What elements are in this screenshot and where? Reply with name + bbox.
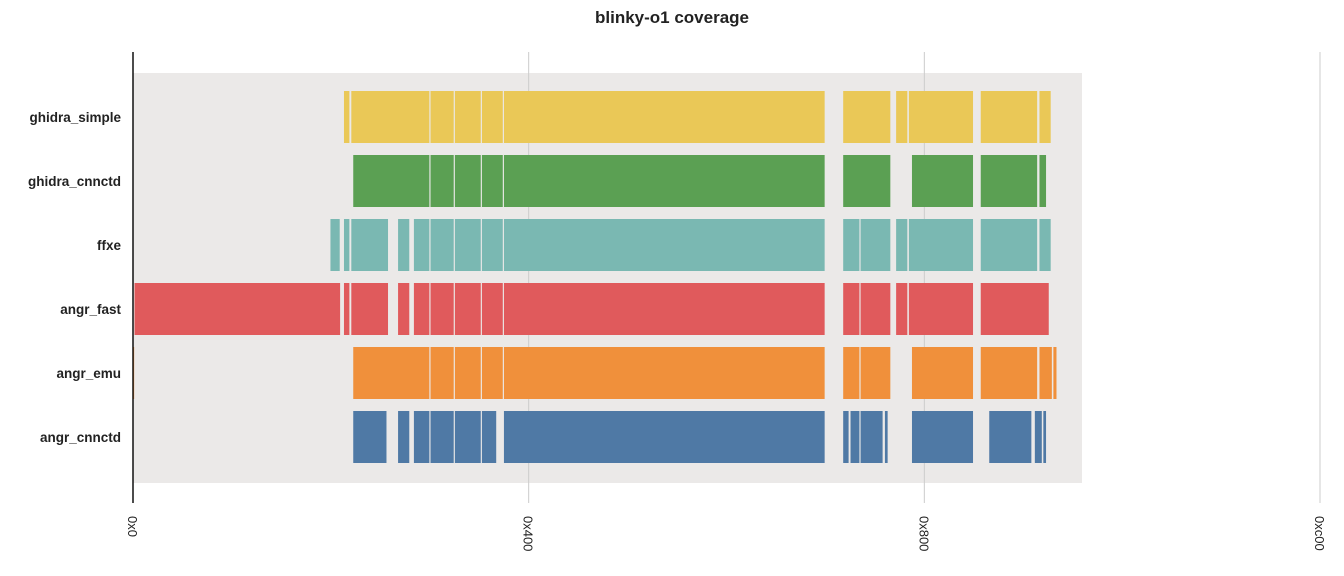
coverage-segment [353, 155, 430, 207]
row-label: ffxe [97, 238, 121, 253]
coverage-segment [843, 411, 849, 463]
x-tick-label: 0x800 [916, 516, 931, 551]
coverage-segment [353, 347, 430, 399]
coverage-segment [454, 155, 481, 207]
coverage-segment [454, 347, 481, 399]
coverage-segment [430, 219, 454, 271]
coverage-segment [908, 91, 974, 143]
row-label: angr_fast [60, 302, 121, 317]
coverage-segment [503, 219, 825, 271]
coverage-segment [398, 283, 410, 335]
coverage-segment [481, 411, 497, 463]
row-label: ghidra_cnnctd [28, 174, 121, 189]
coverage-segment [1039, 155, 1047, 207]
coverage-segment [1053, 347, 1057, 399]
coverage-segment [454, 219, 481, 271]
coverage-segment [351, 219, 389, 271]
coverage-segment [481, 347, 503, 399]
coverage-segment [343, 91, 350, 143]
coverage-segment [850, 411, 860, 463]
coverage-segment [980, 347, 1038, 399]
coverage-segment [860, 219, 891, 271]
coverage-segment [398, 411, 410, 463]
coverage-segment [430, 155, 454, 207]
coverage-segment [860, 283, 891, 335]
coverage-segment [353, 411, 387, 463]
coverage-segment [980, 283, 1049, 335]
coverage-segment [481, 155, 503, 207]
coverage-segment [430, 411, 454, 463]
coverage-segment [503, 347, 825, 399]
coverage-segment [843, 219, 860, 271]
coverage-segment [843, 283, 860, 335]
coverage-segment [430, 283, 454, 335]
coverage-segment [503, 155, 825, 207]
coverage-segment [911, 411, 974, 463]
coverage-segment [908, 219, 974, 271]
coverage-segment [430, 347, 454, 399]
coverage-segment [980, 219, 1038, 271]
coverage-segment [430, 91, 454, 143]
coverage-segment [351, 91, 430, 143]
row-label: angr_emu [56, 366, 121, 381]
x-tick-label: 0xc00 [1312, 516, 1327, 551]
coverage-segment [330, 219, 340, 271]
coverage-segment [980, 155, 1038, 207]
x-tick-label: 0x400 [521, 516, 536, 551]
coverage-segment [911, 155, 974, 207]
x-tick-label: 0x0 [125, 516, 140, 537]
coverage-segment [1039, 347, 1052, 399]
coverage-segment [343, 283, 350, 335]
chart-title: blinky-o1 coverage [594, 8, 749, 27]
coverage-segment [896, 91, 908, 143]
coverage-segment [884, 411, 888, 463]
coverage-segment [980, 91, 1038, 143]
coverage-segment [843, 155, 891, 207]
coverage-segment [413, 219, 430, 271]
coverage-segment [413, 283, 430, 335]
coverage-segment [503, 283, 825, 335]
coverage-segment [1043, 411, 1047, 463]
coverage-segment [454, 283, 481, 335]
coverage-segment [911, 347, 974, 399]
coverage-segment [1034, 411, 1042, 463]
coverage-segment [481, 91, 503, 143]
coverage-segment [454, 91, 481, 143]
coverage-segment [896, 283, 908, 335]
coverage-segment [908, 283, 974, 335]
coverage-segment [454, 411, 481, 463]
coverage-segment [1039, 219, 1051, 271]
coverage-segment [481, 283, 503, 335]
coverage-segment [503, 91, 825, 143]
coverage-segment [413, 411, 430, 463]
coverage-segment [896, 219, 908, 271]
row-label: angr_cnnctd [40, 430, 121, 445]
coverage-segment [860, 347, 891, 399]
coverage-segment [398, 219, 410, 271]
coverage-segment [989, 411, 1032, 463]
coverage-segment [503, 411, 825, 463]
coverage-segment [481, 219, 503, 271]
coverage-segment [351, 283, 389, 335]
coverage-segment [343, 219, 350, 271]
coverage-segment [860, 411, 883, 463]
coverage-segment [843, 347, 860, 399]
coverage-segment [843, 91, 891, 143]
coverage-segment [134, 283, 341, 335]
coverage-segment [1039, 91, 1051, 143]
row-label: ghidra_simple [29, 110, 121, 125]
